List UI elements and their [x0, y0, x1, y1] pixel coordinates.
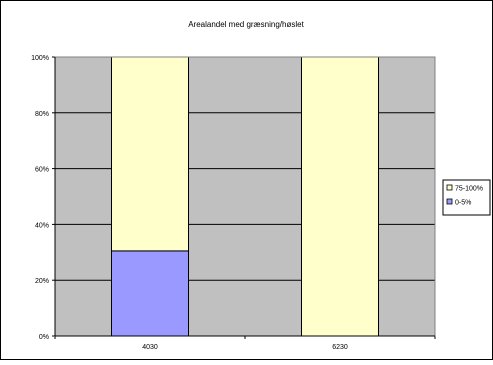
x-tick-label: 6230	[332, 344, 348, 351]
legend-label: 0-5%	[455, 200, 471, 207]
y-tick-label: 80%	[35, 111, 49, 118]
legend: 75-100% 0-5%	[442, 179, 491, 216]
y-tick-label: 40%	[35, 222, 49, 229]
y-tick-label: 0%	[39, 334, 49, 341]
bar-segment-75100-4030	[111, 56, 189, 252]
bar-segment-75100-6230	[301, 56, 379, 337]
legend-swatch	[446, 198, 453, 205]
y-tick-label: 20%	[35, 278, 49, 285]
plot-area: 0% 20% 40% 60% 80% 100% 4030 6230	[31, 55, 436, 351]
legend-swatch	[446, 184, 453, 191]
y-tick-label: 100%	[31, 55, 49, 62]
chart-title: Arealandel med græsning/høslet	[188, 20, 304, 29]
bar-segment-05-4030	[111, 250, 189, 337]
x-tick-label: 4030	[142, 344, 158, 351]
y-tick-label: 60%	[35, 167, 49, 174]
legend-label: 75-100%	[455, 186, 483, 193]
